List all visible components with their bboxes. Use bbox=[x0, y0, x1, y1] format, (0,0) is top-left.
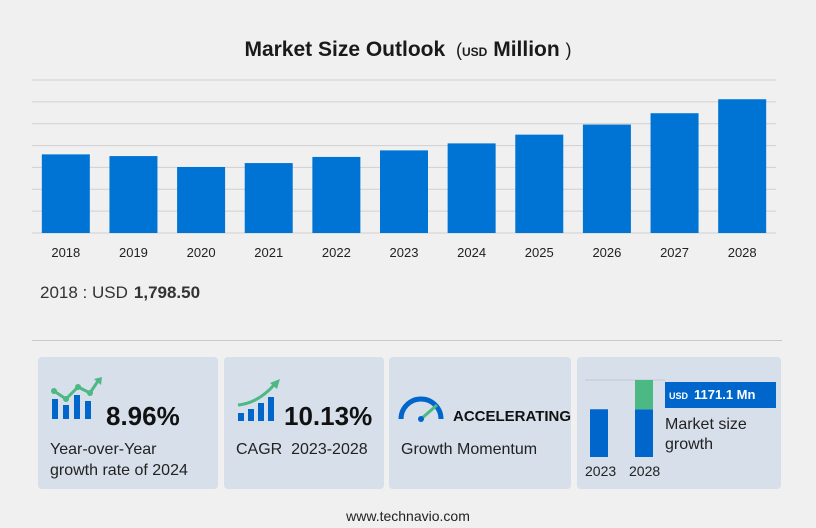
title-unit-word: Million bbox=[493, 38, 560, 61]
cagr-label: CAGR 2023-2028 bbox=[236, 441, 368, 458]
x-tick-label-2024: 2024 bbox=[457, 245, 486, 260]
x-tick-label-2026: 2026 bbox=[592, 245, 621, 260]
base-value: 1,798.50 bbox=[133, 283, 201, 302]
bar-2028 bbox=[718, 99, 767, 233]
base-year-value: 2018 : USD 1,798.50 bbox=[40, 283, 200, 303]
cagr-card: 10.13% CAGR 2023-2028 bbox=[224, 357, 384, 489]
bar-2021 bbox=[244, 163, 293, 233]
title-paren: ( bbox=[451, 40, 463, 60]
growth-label-2: growth bbox=[665, 436, 714, 453]
title-text: Market Size Outlook bbox=[244, 38, 446, 61]
growth-badge: USD 1171.1 Mn bbox=[665, 382, 776, 408]
yoy-value: 8.96% bbox=[106, 401, 180, 431]
x-tick-label-2021: 2021 bbox=[254, 245, 283, 260]
x-tick-label-2022: 2022 bbox=[322, 245, 351, 260]
yoy-card: 8.96% Year-over-Year growth rate of 2024 bbox=[38, 357, 218, 489]
bar-growth-icon bbox=[51, 377, 102, 419]
bar-2026 bbox=[582, 124, 631, 233]
growth-card: 2023 2028 Market size growth bbox=[577, 357, 781, 489]
divider bbox=[32, 340, 782, 341]
x-tick-label-2025: 2025 bbox=[525, 245, 554, 260]
yoy-label-1: Year-over-Year bbox=[50, 441, 157, 458]
bar-2027 bbox=[650, 113, 699, 233]
cagr-value: 10.13% bbox=[284, 401, 373, 431]
x-tick-label-2018: 2018 bbox=[51, 245, 80, 260]
title-paren-close: ) bbox=[565, 40, 572, 60]
footer-url: www.technavio.com bbox=[346, 508, 470, 524]
mini-bar-2028-increment bbox=[635, 380, 653, 410]
bar-2024 bbox=[447, 143, 496, 233]
yoy-label-2: growth rate of 2024 bbox=[50, 462, 188, 479]
rising-bars-icon bbox=[237, 379, 280, 421]
speedometer-icon bbox=[398, 396, 444, 422]
growth-label-1: Market size bbox=[665, 416, 747, 433]
badge-unit: USD bbox=[669, 391, 689, 401]
base-label: 2018 : USD bbox=[40, 283, 128, 302]
mini-year-b: 2028 bbox=[629, 463, 661, 479]
bar-2020 bbox=[177, 166, 226, 233]
x-tick-label-2019: 2019 bbox=[119, 245, 148, 260]
momentum-label: Growth Momentum bbox=[401, 441, 538, 458]
bar-chart: 2018 2019 2020 2021 2022 2023 2024 2025 2026 2027… bbox=[32, 79, 776, 260]
x-tick-label-2027: 2027 bbox=[660, 245, 689, 260]
badge-value: 1171.1 Mn bbox=[694, 387, 756, 402]
mini-bar-2023 bbox=[590, 409, 608, 457]
bar-2023 bbox=[380, 150, 428, 233]
momentum-value: ACCELERATING bbox=[453, 408, 572, 425]
growth-mini-chart bbox=[585, 379, 665, 457]
bar-2019 bbox=[109, 156, 158, 233]
bar-2018 bbox=[41, 154, 90, 233]
x-tick-label-2023: 2023 bbox=[390, 245, 419, 260]
mini-year-a: 2023 bbox=[585, 463, 617, 479]
bar-2025 bbox=[515, 134, 564, 233]
x-tick-label-2028: 2028 bbox=[728, 245, 757, 260]
x-tick-label-2020: 2020 bbox=[187, 245, 216, 260]
momentum-card: ACCELERATING Growth Momentum bbox=[389, 357, 571, 489]
title-unit: USD bbox=[462, 45, 488, 59]
bar-2022 bbox=[312, 156, 361, 233]
chart-title: Market Size Outlook (USD Million ) bbox=[0, 38, 816, 62]
mini-bar-2028-base bbox=[635, 409, 653, 457]
